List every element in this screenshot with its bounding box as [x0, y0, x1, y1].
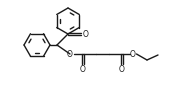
Text: O: O [80, 65, 86, 74]
Text: O: O [119, 65, 125, 74]
Text: O: O [83, 30, 88, 39]
Text: O: O [130, 50, 136, 58]
Text: O: O [67, 50, 73, 58]
